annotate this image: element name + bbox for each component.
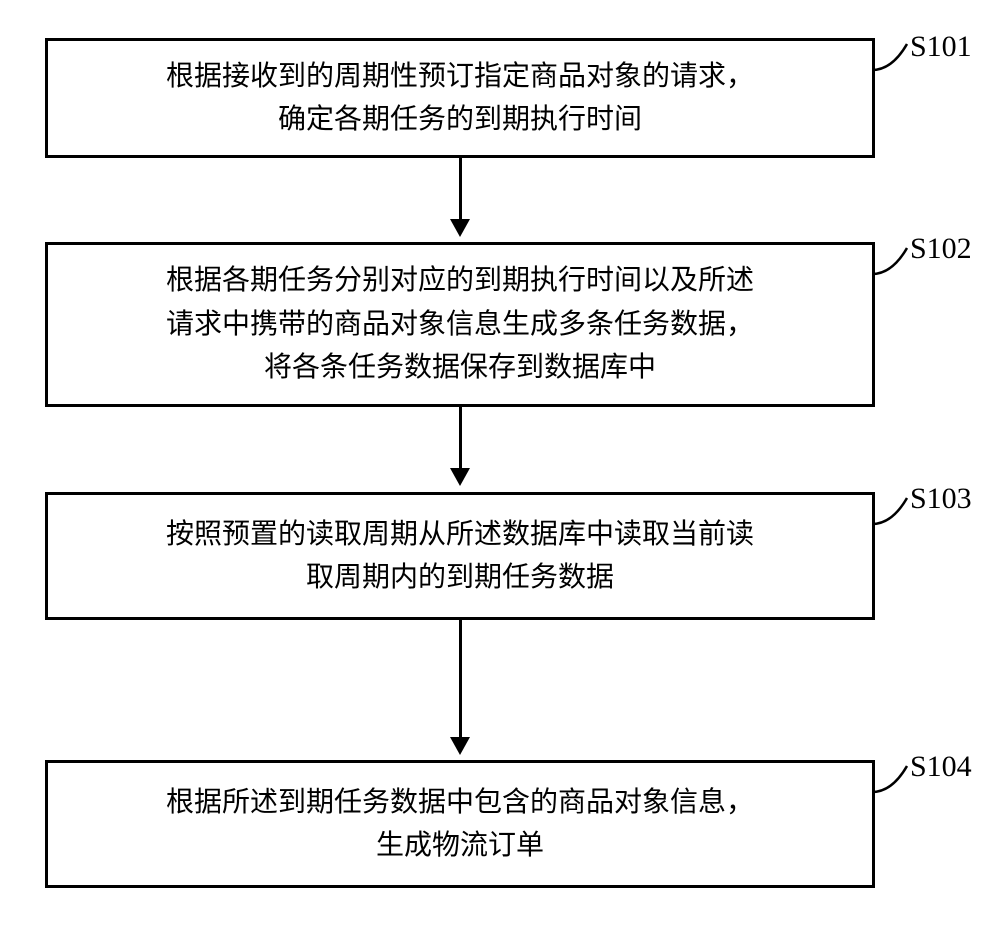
step-text-line: 请求中携带的商品对象信息生成多条任务数据， bbox=[166, 303, 754, 346]
step-text-line: 按照预置的读取周期从所述数据库中读取当前读 bbox=[166, 513, 754, 556]
step-label-s103: S103 bbox=[910, 482, 972, 516]
flow-arrow bbox=[450, 620, 470, 755]
step-text-line: 确定各期任务的到期执行时间 bbox=[166, 98, 754, 141]
flowchart-canvas: 根据接收到的周期性预订指定商品对象的请求， 确定各期任务的到期执行时间 S101… bbox=[0, 20, 1000, 925]
step-text-line: 取周期内的到期任务数据 bbox=[166, 556, 754, 599]
step-box-s102: 根据各期任务分别对应的到期执行时间以及所述 请求中携带的商品对象信息生成多条任务… bbox=[45, 242, 875, 407]
step-text-line: 生成物流订单 bbox=[166, 824, 754, 867]
label-connector bbox=[872, 764, 914, 794]
step-box-s101: 根据接收到的周期性预订指定商品对象的请求， 确定各期任务的到期执行时间 bbox=[45, 38, 875, 158]
step-box-s103: 按照预置的读取周期从所述数据库中读取当前读 取周期内的到期任务数据 bbox=[45, 492, 875, 620]
step-text-line: 根据接收到的周期性预订指定商品对象的请求， bbox=[166, 55, 754, 98]
step-text-line: 根据所述到期任务数据中包含的商品对象信息， bbox=[166, 781, 754, 824]
step-label-s104: S104 bbox=[910, 750, 972, 784]
step-text-line: 将各条任务数据保存到数据库中 bbox=[166, 346, 754, 389]
flow-arrow bbox=[450, 158, 470, 237]
label-connector bbox=[872, 246, 914, 276]
label-connector bbox=[872, 496, 914, 526]
step-text-line: 根据各期任务分别对应的到期执行时间以及所述 bbox=[166, 259, 754, 302]
flow-arrow bbox=[450, 407, 470, 486]
label-connector bbox=[872, 42, 914, 72]
step-box-s104: 根据所述到期任务数据中包含的商品对象信息， 生成物流订单 bbox=[45, 760, 875, 888]
step-label-s101: S101 bbox=[910, 30, 972, 64]
step-label-s102: S102 bbox=[910, 232, 972, 266]
